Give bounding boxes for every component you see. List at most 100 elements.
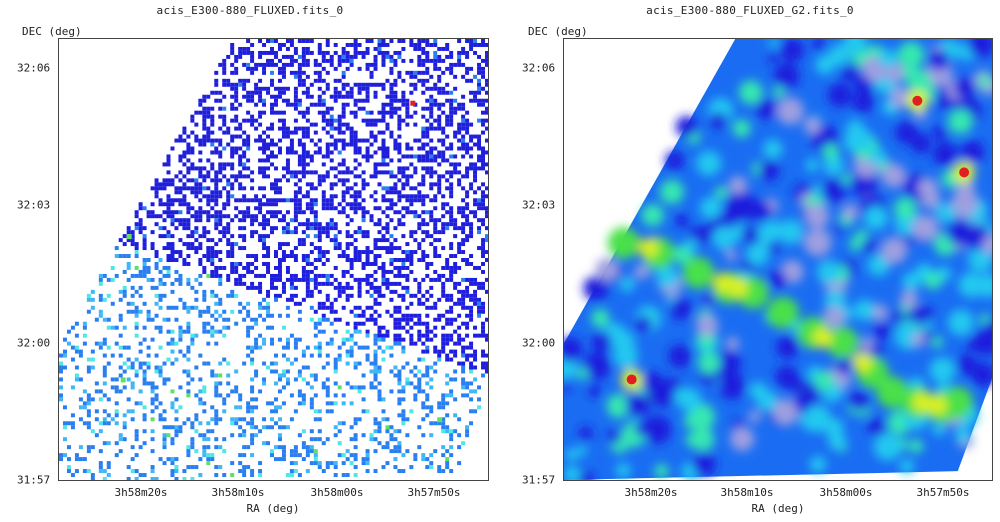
pixel-cell: [425, 194, 430, 199]
pixel-cell: [254, 258, 259, 262]
pixel-cell: [369, 250, 374, 255]
pixel-cell: [218, 126, 223, 131]
pixel-cell: [186, 246, 191, 251]
pixel-cell: [214, 389, 219, 394]
pixel-cell: [150, 417, 155, 422]
pixel-cell: [242, 46, 247, 51]
left-image-canvas[interactable]: [58, 38, 489, 481]
pixel-cell: [297, 401, 302, 406]
pixel-cell: [485, 42, 488, 47]
pixel-cell: [118, 313, 123, 318]
pixel-cell: [126, 345, 131, 350]
point-source: [912, 95, 923, 106]
pixel-cell: [397, 98, 402, 103]
pixel-cell: [289, 130, 294, 135]
left-y-tick-label: 31:57: [17, 473, 51, 487]
pixel-cell: [74, 377, 79, 382]
pixel-cell: [441, 222, 446, 227]
pixel-cell: [405, 321, 410, 326]
pixel-cell: [353, 361, 358, 366]
pixel-cell: [353, 166, 358, 171]
pixel-cell: [118, 297, 123, 302]
pixel-cell: [329, 198, 334, 203]
pixel-cell: [429, 453, 434, 458]
pixel-cell: [441, 285, 446, 290]
pixel-cell: [186, 453, 191, 458]
pixel-cell: [373, 94, 378, 99]
pixel-cell: [445, 317, 450, 322]
pixel-cell: [445, 146, 450, 151]
pixel-cell: [313, 150, 318, 155]
pixel-cell: [445, 353, 450, 358]
pixel-cell: [333, 90, 338, 95]
pixel-cell: [86, 393, 91, 398]
pixel-cell: [313, 393, 318, 398]
pixel-cell: [270, 281, 274, 286]
pixel-cell: [246, 214, 251, 219]
pixel-cell: [397, 469, 402, 474]
pixel-cell: [202, 234, 207, 239]
pixel-cell: [114, 385, 119, 390]
pixel-cell: [381, 162, 386, 167]
pixel-cell: [393, 238, 398, 243]
pixel-cell: [210, 166, 215, 171]
pixel-cell: [449, 182, 454, 187]
pixel-cell: [206, 254, 211, 259]
pixel-cell: [461, 134, 466, 139]
pixel-cell: [218, 230, 223, 235]
pixel-cell: [329, 118, 334, 123]
pixel-cell: [190, 445, 195, 450]
pixel-cell: [421, 198, 426, 203]
pixel-cell: [289, 218, 294, 223]
pixel-cell: [178, 297, 183, 302]
pixel-cell: [158, 297, 163, 302]
pixel-cell: [317, 62, 322, 67]
pixel-cell: [285, 150, 290, 155]
pixel-cell: [481, 269, 486, 274]
pixel-cell: [381, 445, 386, 450]
pixel-cell: [70, 385, 75, 390]
pixel-cell: [329, 281, 334, 286]
pixel-cell: [345, 190, 350, 195]
pixel-cell: [198, 377, 203, 382]
pixel-cell: [226, 393, 231, 398]
pixel-cell: [469, 297, 474, 302]
pixel-cell: [453, 218, 458, 223]
pixel-cell: [194, 305, 199, 310]
pixel-cell: [353, 98, 358, 103]
pixel-cell: [365, 333, 370, 338]
pixel-cell: [361, 397, 366, 402]
pixel-cell: [158, 365, 163, 370]
pixel-cell: [254, 369, 259, 374]
pixel-cell: [357, 329, 362, 334]
pixel-cell: [393, 202, 398, 207]
pixel-cell: [305, 218, 310, 223]
pixel-cell: [194, 277, 199, 282]
pixel-cell: [270, 341, 274, 346]
pixel-cell: [425, 457, 430, 462]
pixel-cell: [214, 445, 219, 450]
pixel-cell: [285, 198, 290, 203]
pixel-cell: [250, 94, 255, 99]
pixel-cell: [273, 369, 278, 374]
pixel-cell: [333, 126, 338, 131]
pixel-cell: [429, 385, 434, 390]
pixel-cell: [333, 317, 338, 322]
pixel-cell: [277, 118, 282, 123]
texture-blob: [758, 160, 780, 182]
pixel-cell: [309, 222, 314, 227]
emission-band: [767, 296, 799, 329]
pixel-cell: [321, 281, 326, 286]
pixel-cell: [206, 138, 211, 143]
pixel-cell: [405, 250, 410, 255]
pixel-cell: [106, 293, 111, 298]
pixel-cell: [353, 50, 358, 55]
pixel-cell: [465, 39, 470, 43]
pixel-cell: [421, 333, 426, 338]
pixel-cell: [293, 170, 298, 175]
pixel-cell: [170, 242, 175, 247]
pixel-cell: [262, 425, 267, 430]
right-image-canvas[interactable]: [563, 38, 993, 481]
pixel-cell: [413, 210, 418, 215]
pixel-cell: [134, 433, 139, 438]
